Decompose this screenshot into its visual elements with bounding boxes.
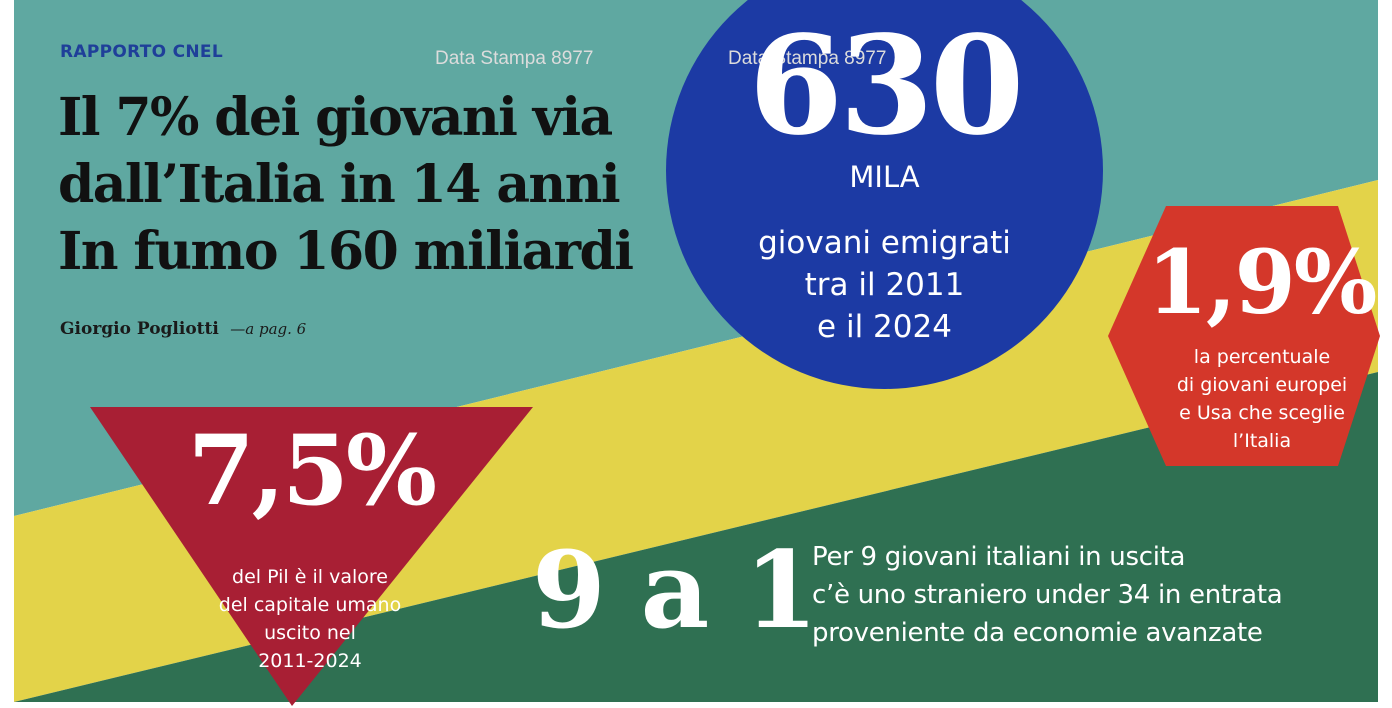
stat-9-a-1-caption: Per 9 giovani italiani in uscita c’è uno… <box>812 538 1352 652</box>
headline-line-2: dall’Italia in 14 anni <box>58 154 621 215</box>
caption-line: 2011-2024 <box>258 650 362 672</box>
caption-line: uscito nel <box>264 622 356 644</box>
section-kicker: RAPPORTO CNEL <box>60 42 223 62</box>
caption-line: del capitale umano <box>218 594 402 616</box>
caption-line: di giovani europei <box>1176 374 1348 396</box>
headline: Il 7% dei giovani via dall’Italia in 14 … <box>58 84 658 285</box>
caption-line: la percentuale <box>1193 346 1331 368</box>
stat-630-unit: MILA <box>849 160 920 194</box>
blue-circle <box>666 0 1103 389</box>
caption-line: l’Italia <box>1232 430 1292 452</box>
headline-line-1: Il 7% dei giovani via <box>58 87 613 148</box>
byline: Giorgio Pogliotti —a pag. 6 <box>60 319 306 339</box>
stat-7-5-number: 7,5% <box>187 414 437 527</box>
caption-line: Per 9 giovani italiani in uscita <box>812 542 1186 572</box>
caption-line: giovani emigrati <box>758 225 1011 261</box>
stat-1-9-caption: la percentuale di giovani europei e Usa … <box>1112 343 1392 455</box>
caption-line: e il 2024 <box>817 309 952 345</box>
red-hexagon <box>1108 206 1380 466</box>
stat-630-caption: giovani emigrati tra il 2011 e il 2024 <box>666 222 1103 348</box>
stat-9-a-1-number: 9 a 1 <box>532 527 818 652</box>
caption-line: del Pil è il valore <box>232 566 388 588</box>
stat-630-number: 630 <box>748 6 1025 166</box>
caption-line: tra il 2011 <box>804 267 965 303</box>
watermark-2: Data Stampa 8977 <box>728 48 887 69</box>
caption-line: c’è uno straniero under 34 in entrata <box>812 580 1283 610</box>
page-reference: —a pag. 6 <box>230 320 307 338</box>
stat-1-9-number: 1,9% <box>1146 230 1378 334</box>
headline-line-3: In fumo 160 miliardi <box>58 221 634 282</box>
caption-line: proveniente da economie avanzate <box>812 618 1263 648</box>
caption-line: e Usa che sceglie <box>1179 402 1345 424</box>
author-name: Giorgio Pogliotti <box>60 319 219 339</box>
red-triangle <box>90 407 533 706</box>
stat-7-5-caption: del Pil è il valore del capitale umano u… <box>160 563 460 675</box>
watermark-1: Data Stampa 8977 <box>435 48 594 69</box>
